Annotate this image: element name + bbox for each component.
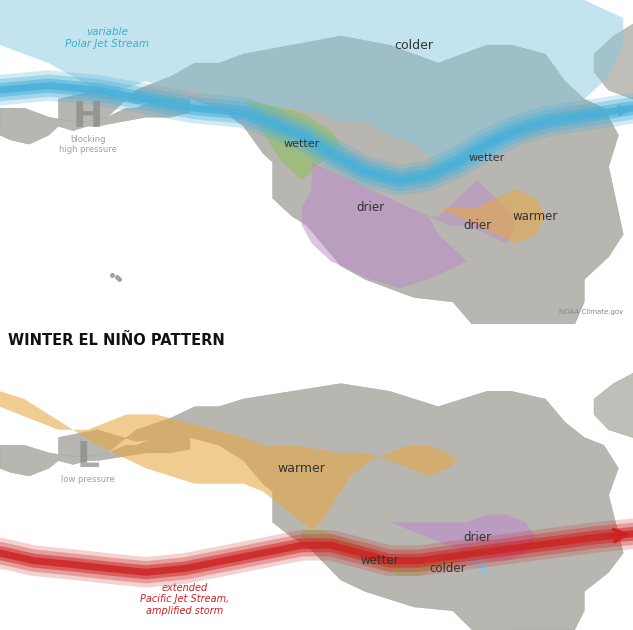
Text: blocking
high pressure: blocking high pressure — [59, 134, 116, 154]
Polygon shape — [0, 99, 190, 144]
Polygon shape — [58, 384, 624, 630]
Text: colder: colder — [394, 38, 434, 52]
Text: colder: colder — [430, 562, 467, 575]
Polygon shape — [302, 163, 467, 289]
Text: wetter: wetter — [360, 554, 399, 567]
Text: warmer: warmer — [278, 462, 326, 475]
Text: wetter: wetter — [284, 139, 320, 149]
Text: wetter: wetter — [469, 152, 505, 163]
Polygon shape — [58, 36, 624, 333]
Text: warmer: warmer — [513, 210, 558, 223]
Polygon shape — [594, 360, 633, 437]
Text: drier: drier — [463, 219, 491, 232]
Polygon shape — [0, 437, 190, 476]
Text: extended
Pacific Jet Stream,
amplified storm: extended Pacific Jet Stream, amplified s… — [141, 583, 230, 616]
Text: WINTER EL NIÑO PATTERN: WINTER EL NIÑO PATTERN — [8, 333, 224, 348]
Text: L: L — [76, 440, 99, 474]
Polygon shape — [389, 515, 536, 561]
Polygon shape — [594, 9, 633, 99]
Text: drier: drier — [356, 201, 384, 214]
Polygon shape — [0, 391, 458, 530]
Polygon shape — [438, 189, 546, 243]
Polygon shape — [0, 0, 624, 171]
Polygon shape — [244, 99, 341, 180]
Text: H: H — [72, 100, 103, 134]
Text: variable
Polar Jet Stream: variable Polar Jet Stream — [65, 27, 149, 49]
Polygon shape — [302, 530, 487, 576]
Text: low pressure: low pressure — [61, 476, 115, 484]
Polygon shape — [429, 180, 516, 243]
Text: NOAA Climate.gov: NOAA Climate.gov — [559, 309, 624, 316]
Text: drier: drier — [463, 531, 491, 544]
Polygon shape — [438, 553, 487, 576]
